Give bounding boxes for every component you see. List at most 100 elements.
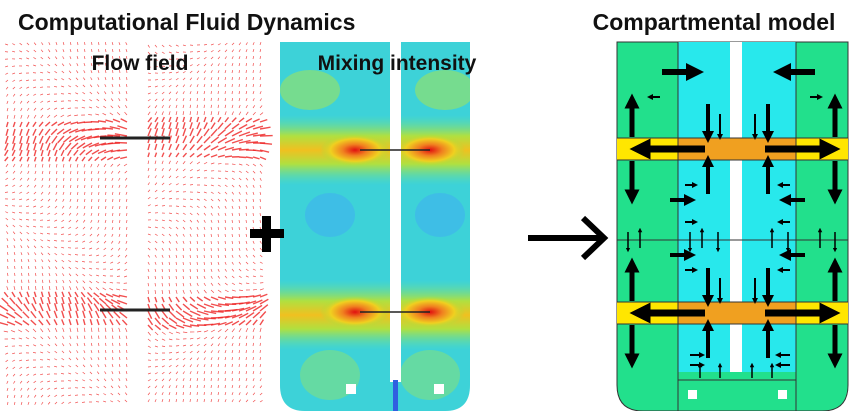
flow-vector bbox=[176, 290, 177, 294]
flow-vector bbox=[83, 227, 85, 229]
flow-vector bbox=[169, 352, 172, 353]
flow-vector bbox=[218, 378, 219, 381]
flow-vector bbox=[82, 248, 85, 249]
flow-vector bbox=[125, 400, 127, 402]
flow-vector bbox=[211, 213, 212, 216]
flow-vector bbox=[183, 241, 184, 244]
flow-vector bbox=[21, 266, 22, 269]
flow-vector bbox=[239, 371, 240, 374]
flow-vector bbox=[34, 50, 36, 52]
flow-vector bbox=[197, 105, 198, 108]
flow-vector bbox=[190, 169, 193, 171]
flow-vector bbox=[77, 206, 78, 209]
flow-vector bbox=[253, 289, 257, 290]
flow-vector bbox=[98, 220, 99, 223]
flow-vector bbox=[7, 252, 8, 255]
flow-vector bbox=[75, 267, 78, 269]
flow-vector bbox=[55, 402, 57, 404]
flow-vector bbox=[77, 336, 78, 339]
flow-vector bbox=[35, 280, 36, 283]
flow-vector bbox=[23, 321, 29, 325]
flow-vector bbox=[260, 84, 261, 87]
flow-vector bbox=[119, 91, 120, 94]
flow-vector bbox=[176, 311, 184, 317]
flow-vector bbox=[56, 286, 57, 290]
flow-vector bbox=[105, 213, 106, 216]
flow-vector bbox=[197, 192, 200, 193]
flow-vector bbox=[49, 164, 50, 167]
flow-vector bbox=[126, 206, 127, 209]
flow-vector bbox=[211, 98, 212, 101]
flow-vector bbox=[126, 385, 127, 388]
flow-vector bbox=[246, 343, 247, 346]
flow-vector bbox=[55, 71, 57, 73]
flow-vector bbox=[218, 50, 220, 52]
flow-vector bbox=[253, 371, 254, 374]
flow-vector bbox=[111, 99, 113, 101]
flow-vector bbox=[246, 220, 247, 223]
flow-vector bbox=[52, 136, 57, 143]
flow-vector bbox=[232, 171, 235, 172]
flow-vector bbox=[4, 292, 8, 297]
flow-vector bbox=[77, 164, 78, 167]
flow-vector bbox=[98, 77, 99, 80]
flow-vector bbox=[253, 269, 256, 270]
flow-vector bbox=[104, 386, 106, 388]
flow-vector bbox=[51, 129, 57, 135]
flow-vector bbox=[0, 314, 8, 318]
flow-vector bbox=[239, 262, 241, 264]
flow-vector bbox=[197, 255, 198, 258]
flow-vector bbox=[19, 51, 22, 52]
flow-vector bbox=[218, 199, 220, 201]
flow-vector bbox=[148, 290, 149, 294]
flow-vector bbox=[253, 49, 254, 52]
flow-vector bbox=[197, 77, 199, 80]
flow-vector bbox=[162, 227, 165, 228]
flow-vector bbox=[5, 143, 8, 150]
flow-vector bbox=[204, 276, 205, 279]
flow-vector bbox=[5, 205, 8, 206]
flow-vector bbox=[27, 381, 29, 383]
flow-vector bbox=[69, 303, 71, 311]
flow-vector bbox=[225, 227, 226, 230]
flow-vector bbox=[6, 94, 8, 97]
flow-vector bbox=[148, 45, 150, 48]
flow-vector bbox=[176, 304, 182, 310]
flow-vector bbox=[253, 378, 254, 381]
flow-vector bbox=[105, 178, 106, 181]
flow-vector bbox=[48, 344, 50, 346]
flow-vector bbox=[225, 77, 226, 80]
flow-vector bbox=[204, 64, 206, 66]
flow-vector bbox=[197, 206, 199, 208]
flow-vector bbox=[204, 51, 207, 52]
flow-vector bbox=[13, 232, 15, 234]
flow-vector bbox=[75, 100, 78, 101]
flow-vector bbox=[211, 129, 217, 136]
flow-vector bbox=[239, 343, 240, 346]
flow-vector bbox=[183, 136, 186, 143]
flow-vector bbox=[126, 234, 127, 237]
flow-vector bbox=[40, 136, 43, 144]
flow-vector bbox=[119, 220, 120, 223]
flow-vector bbox=[260, 127, 271, 129]
flow-vector bbox=[162, 318, 169, 324]
flow-vector bbox=[125, 112, 127, 115]
flow-vector bbox=[232, 269, 234, 271]
flow-vector bbox=[6, 171, 8, 173]
flow-vector bbox=[183, 169, 185, 171]
flow-vector bbox=[62, 297, 64, 304]
flow-vector bbox=[26, 65, 29, 66]
flow-vector bbox=[54, 381, 57, 382]
flow-vector bbox=[5, 178, 8, 180]
flow-vector bbox=[0, 323, 8, 325]
flow-vector bbox=[148, 373, 151, 374]
flow-vector bbox=[61, 150, 64, 156]
flow-vector bbox=[204, 77, 205, 80]
flow-vector bbox=[253, 393, 255, 395]
flow-vector bbox=[119, 357, 120, 360]
flow-vector bbox=[197, 234, 198, 237]
flow-vector bbox=[56, 185, 57, 188]
flow-vector bbox=[190, 122, 192, 129]
flow-vector bbox=[102, 311, 106, 318]
flow-vector bbox=[5, 346, 8, 347]
